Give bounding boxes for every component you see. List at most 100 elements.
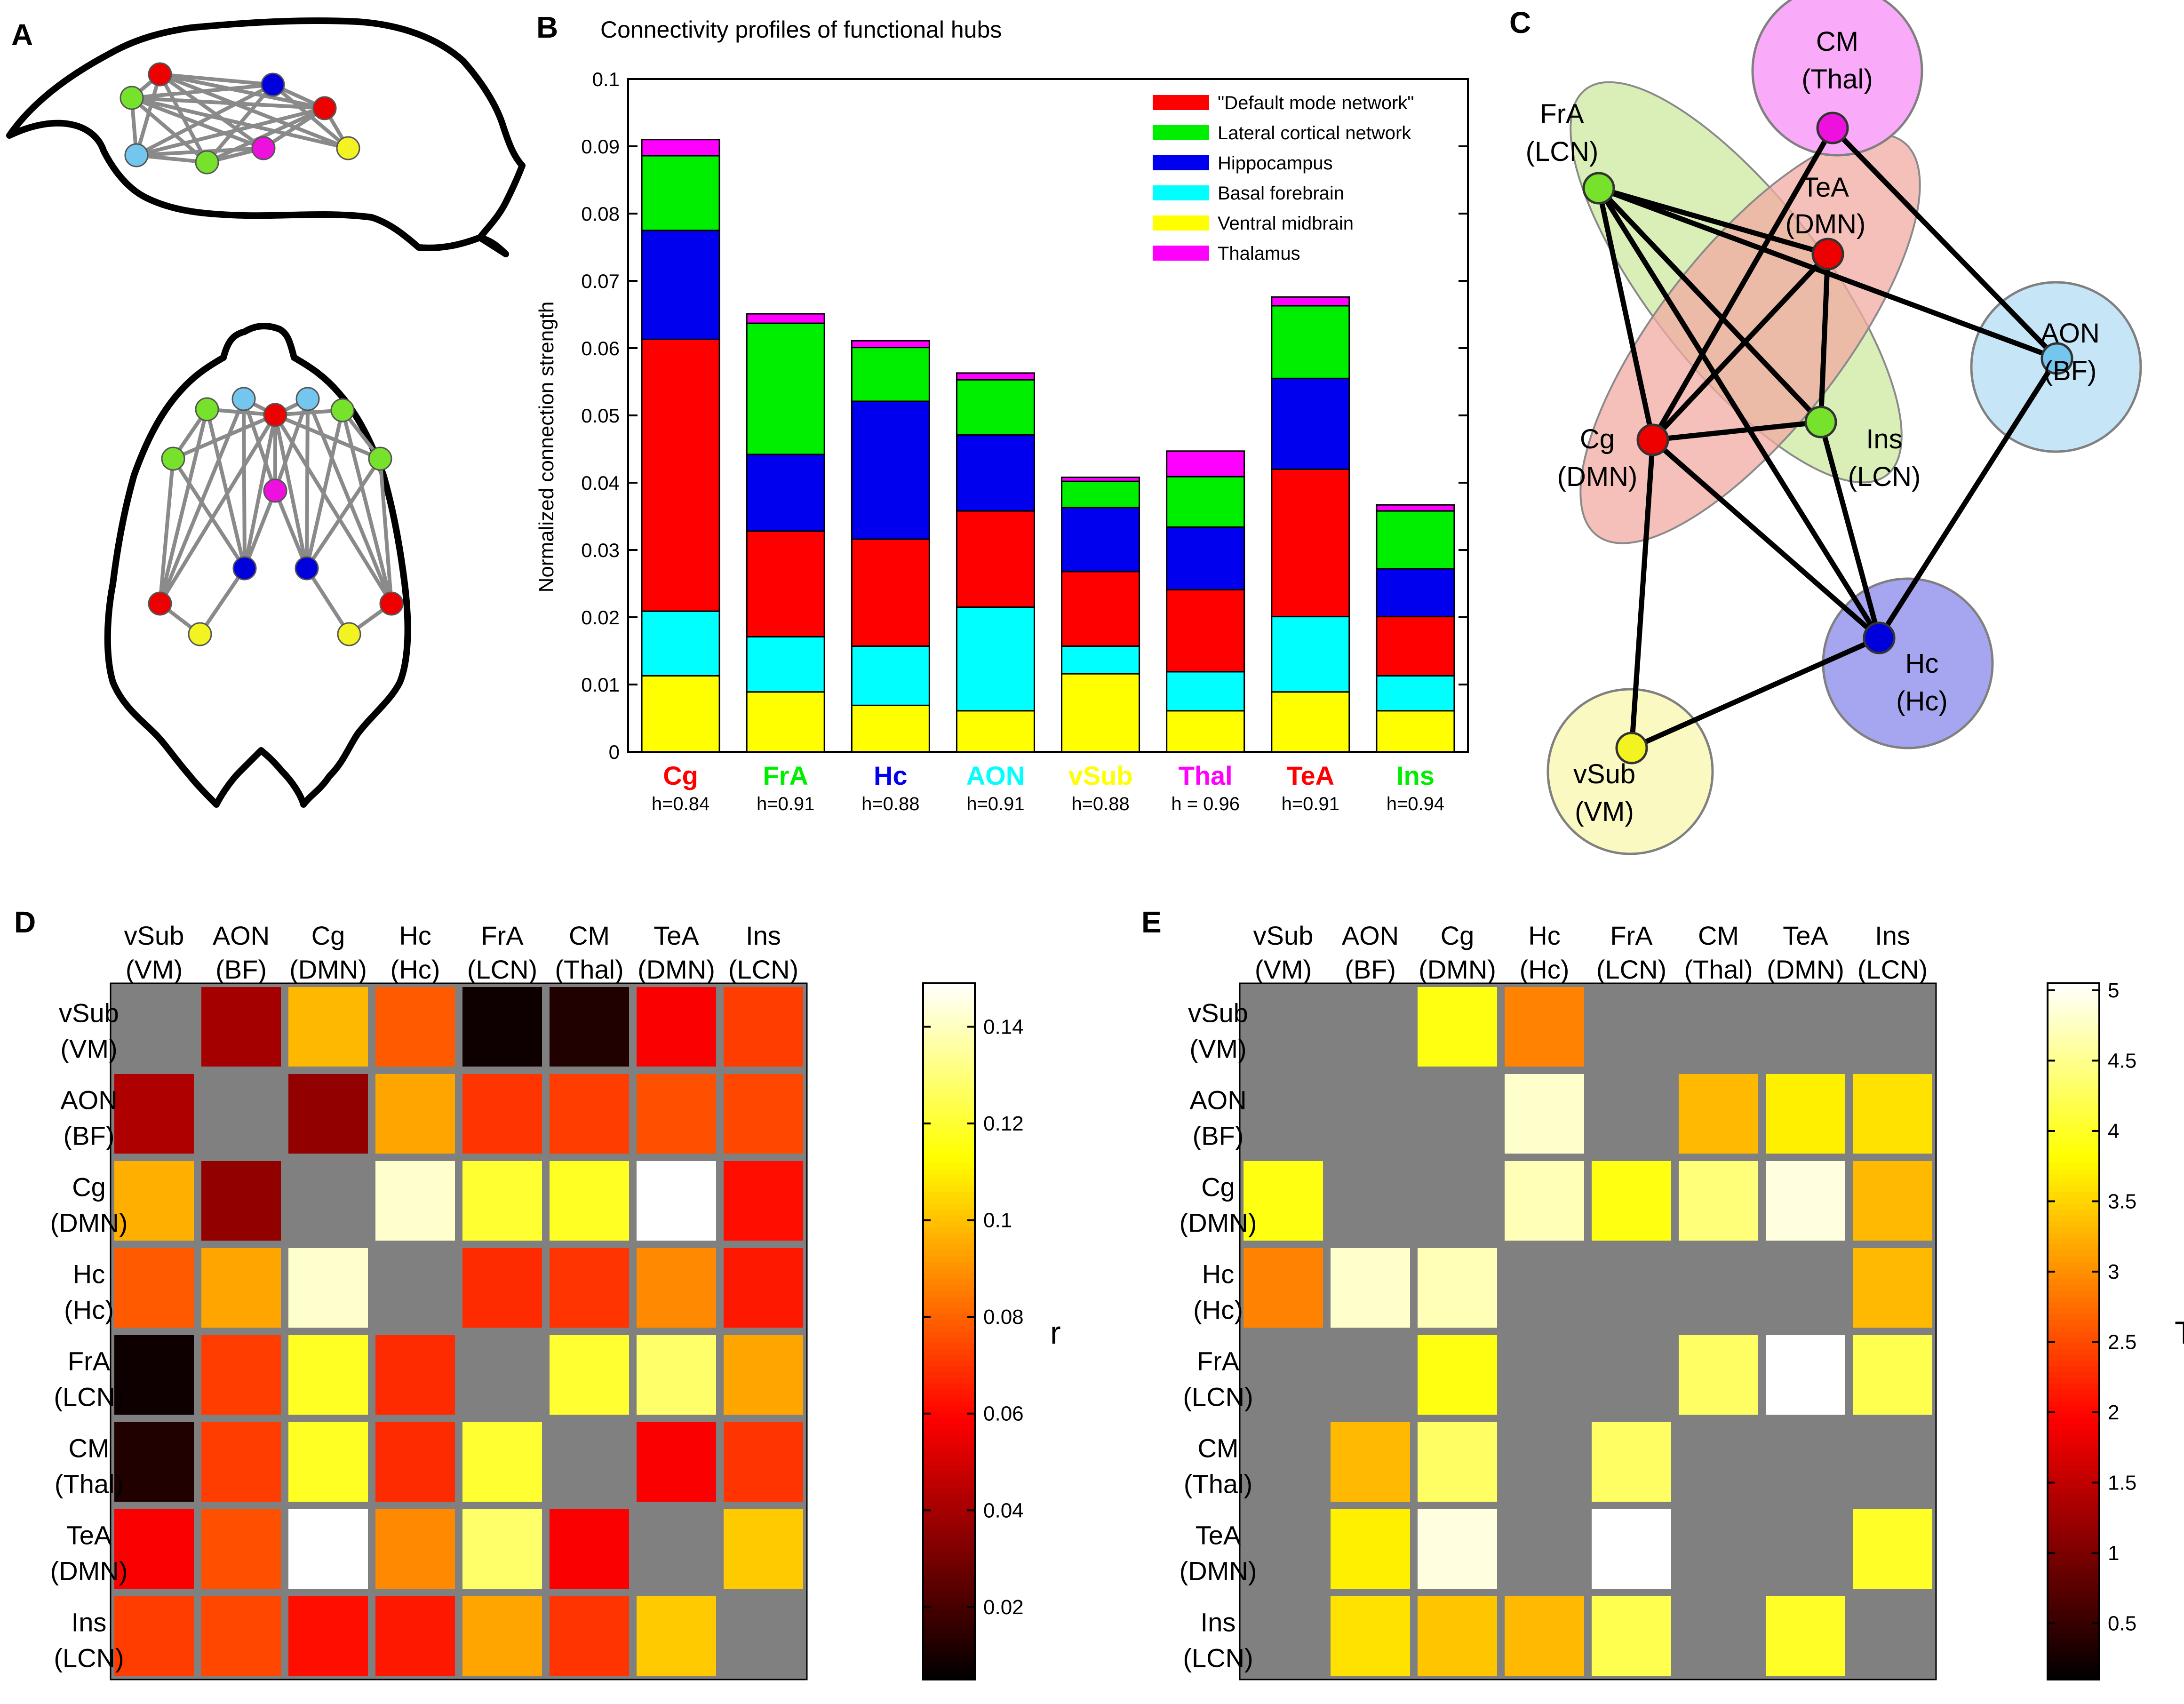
colorbar-segment — [2048, 1511, 2099, 1518]
heatmap-cell — [375, 987, 455, 1067]
colorbar-segment — [923, 1441, 975, 1448]
y-tick-label: 0.04 — [581, 472, 620, 494]
node-label: TeA — [1802, 172, 1849, 203]
heatmap-cell — [724, 987, 803, 1067]
colorbar-tick-label: 1 — [2108, 1542, 2119, 1565]
column-sublabel: (Thal) — [555, 955, 623, 984]
colorbar-segment — [2048, 1621, 2099, 1628]
heatmap-cell — [462, 1422, 542, 1502]
colorbar-segment — [923, 1035, 975, 1042]
colorbar-segment — [923, 1378, 975, 1384]
row-sublabel: (DMN) — [1180, 1556, 1257, 1586]
row-label: TeA — [1196, 1521, 1241, 1550]
colorbar-segment — [2048, 1279, 2099, 1286]
bar-segment — [1271, 377, 1350, 470]
h-value-label: h = 0.96 — [1171, 794, 1240, 814]
heatmap-cell — [1505, 1596, 1584, 1676]
colorbar-segment — [2048, 1047, 2099, 1053]
heatmap-cell — [288, 1596, 368, 1676]
sagittal-edges — [130, 72, 350, 164]
axial-edge — [273, 414, 309, 569]
colorbar-segment — [2048, 1633, 2099, 1640]
colorbar-segment — [923, 1499, 975, 1506]
colorbar-segment — [923, 1024, 975, 1030]
bar-segment — [1376, 510, 1455, 570]
network-edge — [1596, 187, 1656, 441]
colorbar-segment — [2048, 1593, 2099, 1599]
axial-edge — [305, 567, 351, 636]
colorbar-segment — [923, 995, 975, 1001]
sagittal-node — [195, 150, 219, 175]
colorbar-tick-label: 2.5 — [2108, 1330, 2136, 1354]
colorbar-tick-label: 0.5 — [2108, 1612, 2136, 1635]
colorbar-segment — [923, 1186, 975, 1193]
colorbar-segment — [923, 1453, 975, 1460]
colorbar-segment — [2048, 1088, 2099, 1094]
heatmap-cell — [1592, 1509, 1671, 1589]
sagittal-edge — [159, 72, 349, 150]
axial-edges — [158, 397, 393, 636]
colorbar-segment — [923, 1151, 975, 1158]
heatmap-cell — [1418, 987, 1497, 1067]
colorbar-segment — [923, 1627, 975, 1634]
colorbar-segment — [923, 1297, 975, 1303]
colorbar-segment — [923, 1198, 975, 1204]
heatmap-cell — [201, 1248, 281, 1328]
legend-label: Lateral cortical network — [1218, 123, 1411, 143]
heatmap-cell — [114, 1596, 194, 1676]
colorbar-segment — [923, 1360, 975, 1367]
row-label: AON — [1189, 1085, 1246, 1115]
column-sublabel: (VM) — [1255, 955, 1312, 984]
y-tick-label: 0.1 — [592, 68, 620, 90]
node-label: Ins — [1866, 424, 1902, 454]
sagittal-edge — [159, 72, 325, 110]
heatmap-cell — [375, 1335, 455, 1415]
colorbar-segment — [2048, 1401, 2099, 1408]
heatmap-cell — [1592, 1161, 1671, 1241]
colorbar-segment — [2048, 1001, 2099, 1007]
bar-segment — [1271, 296, 1350, 307]
region-label: CM — [1816, 26, 1858, 57]
axial-edge — [305, 398, 310, 569]
heatmap-cell — [1505, 1074, 1584, 1154]
colorbar-segment — [923, 1018, 975, 1025]
axial-edge — [158, 398, 246, 605]
colorbar-segment — [923, 1418, 975, 1425]
h-value-label: h=0.88 — [1071, 794, 1129, 814]
heatmap-cell — [1418, 1335, 1497, 1415]
colorbar-segment — [923, 1029, 975, 1036]
heatmap-cell — [1243, 1161, 1323, 1241]
column-sublabel: (BF) — [215, 955, 267, 984]
bar-segment — [1061, 645, 1140, 675]
colorbar-segment — [2048, 1563, 2099, 1570]
bar-segment — [746, 691, 825, 753]
colorbar-segment — [2048, 1354, 2099, 1361]
bar-segment — [956, 510, 1035, 608]
y-tick-label: 0.01 — [581, 674, 620, 696]
colorbar-segment — [923, 1244, 975, 1251]
colorbar-segment — [2048, 1221, 2099, 1227]
colorbar-segment — [923, 1569, 975, 1576]
colorbar-segment — [2048, 1436, 2099, 1442]
colorbar-segment — [923, 1302, 975, 1309]
panel-label-e: E — [1141, 905, 1162, 939]
colorbar-segment — [2048, 1163, 2099, 1170]
column-label: FrA — [1610, 921, 1653, 950]
colorbar-segment — [2048, 1175, 2099, 1181]
column-label: CM — [1698, 921, 1739, 950]
heatmap-cell — [1331, 1248, 1410, 1328]
colorbar-segment — [2048, 1111, 2099, 1117]
heatmap-cell — [462, 987, 542, 1067]
legend-swatch — [1153, 155, 1209, 170]
heatmap-cell — [637, 1248, 716, 1328]
bar-segment — [1376, 616, 1455, 677]
bar-segment — [851, 400, 930, 540]
colorbar-segment — [923, 1482, 975, 1489]
panel-label-d: D — [14, 905, 36, 939]
colorbar-segment — [923, 1656, 975, 1663]
axial-edge — [243, 414, 277, 569]
colorbar-segment — [923, 1053, 975, 1059]
category-label: Ins — [1396, 761, 1435, 790]
colorbar-segment — [923, 1331, 975, 1338]
